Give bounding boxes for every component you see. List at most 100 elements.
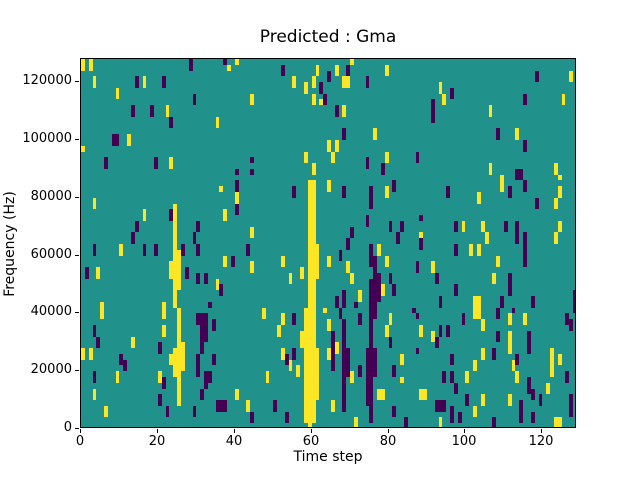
heatmap-cell-low	[369, 279, 373, 308]
heatmap-cell-high	[335, 342, 339, 354]
heatmap-cell-high	[477, 308, 481, 319]
x-tick-mark	[541, 429, 542, 433]
heatmap-cell-low	[235, 180, 239, 192]
heatmap-cell-low	[412, 308, 416, 313]
heatmap-cell-low	[496, 308, 500, 319]
heatmap-cell-low	[531, 389, 535, 400]
heatmap-cell-high	[81, 59, 85, 71]
x-tick-mark	[311, 429, 312, 433]
heatmap-cell-low	[439, 296, 442, 308]
heatmap-cell-high	[219, 186, 223, 192]
heatmap-cell-low	[404, 417, 408, 427]
heatmap-cell-low	[331, 331, 335, 371]
heatmap-cell-low	[515, 354, 519, 365]
heatmap-cell-high	[119, 244, 123, 256]
heatmap-cell-low	[162, 377, 166, 389]
heatmap-cell-high	[281, 313, 285, 325]
heatmap-cell-low	[439, 325, 442, 337]
y-tick-mark	[75, 428, 79, 429]
heatmap-cell-high	[558, 186, 562, 198]
heatmap-cell-high	[558, 354, 562, 365]
heatmap-cell-low	[281, 65, 285, 76]
heatmap-cell-high	[550, 348, 554, 377]
heatmap-cell-high	[250, 227, 254, 238]
heatmap-cell-high	[173, 348, 177, 377]
heatmap-cell-low	[531, 412, 535, 423]
heatmap-cell-low	[212, 319, 216, 331]
heatmap-cell-high	[296, 365, 300, 377]
heatmap-cell-low	[539, 394, 542, 406]
heatmap-cell-low	[204, 371, 208, 389]
heatmap-cell-high	[169, 354, 173, 365]
heatmap-cell-low	[112, 134, 116, 146]
heatmap-cell-low	[135, 76, 139, 88]
heatmap-cell-low	[131, 232, 135, 244]
heatmap-cell-low	[392, 365, 396, 377]
heatmap-cell-low	[381, 163, 385, 175]
heatmap-cell-low	[504, 221, 508, 232]
heatmap-cell-low	[162, 76, 166, 88]
heatmap-cell-low	[454, 221, 458, 232]
heatmap-cell-low	[573, 290, 575, 308]
heatmap-cell-high	[100, 302, 104, 308]
heatmap-cell-low	[523, 94, 527, 105]
heatmap-cell-low	[389, 273, 392, 284]
heatmap-cell-low	[158, 394, 162, 406]
heatmap-cell-high	[327, 348, 331, 360]
heatmap-cell-low	[185, 267, 189, 279]
heatmap-cell-low	[292, 313, 296, 325]
heatmap-cell-low	[169, 117, 173, 128]
heatmap-cell-high	[131, 337, 135, 348]
heatmap-cell-high	[331, 152, 335, 163]
heatmap-cell-low	[196, 354, 200, 377]
heatmap-cell-low	[465, 394, 469, 406]
heatmap-cell-low	[523, 180, 527, 192]
heatmap-cell-low	[373, 267, 377, 308]
x-tick-label: 60	[302, 434, 320, 449]
heatmap-cell-high	[473, 406, 477, 417]
heatmap-cell-high	[312, 180, 316, 308]
heatmap-cell-high	[246, 400, 250, 412]
heatmap-cell-high	[558, 175, 562, 180]
heatmap-cell-high	[442, 94, 446, 105]
heatmap-cell-high	[177, 250, 181, 290]
heatmap-cell-low	[392, 406, 396, 417]
heatmap-cell-low	[346, 348, 350, 377]
heatmap-cell-high	[116, 88, 119, 99]
heatmap-cell-low	[515, 221, 519, 232]
y-tick-mark	[75, 81, 79, 82]
heatmap-cell-high	[96, 267, 100, 279]
heatmap-cell-low	[189, 59, 193, 71]
heatmap-cell-high	[473, 360, 477, 371]
heatmap-cell-low	[373, 348, 377, 377]
heatmap-cell-high	[346, 261, 350, 273]
heatmap-cell-low	[419, 215, 423, 221]
y-tick-mark	[75, 312, 79, 313]
heatmap-cell-low	[450, 88, 454, 99]
heatmap-cell-high	[400, 377, 404, 383]
heatmap-cell-high	[477, 192, 481, 204]
heatmap-cell-low	[154, 157, 158, 169]
heatmap-cell-low	[569, 319, 573, 331]
heatmap-cell-low	[419, 238, 423, 250]
x-tick-label: 120	[528, 434, 554, 449]
heatmap-cell-low	[96, 337, 100, 348]
heatmap-cell-high	[93, 389, 96, 400]
heatmap-cell-low	[93, 325, 96, 337]
heatmap-cell-high	[289, 273, 292, 284]
heatmap-cell-high	[89, 59, 93, 71]
x-tick-mark	[234, 429, 235, 433]
heatmap-cell-low	[169, 209, 173, 221]
heatmap-cell-high	[342, 105, 346, 117]
heatmap-cell-high	[481, 319, 485, 331]
heatmap-cell-high	[477, 244, 481, 256]
heatmap-cell-low	[512, 308, 515, 313]
heatmap-cell-low	[250, 412, 254, 423]
heatmap-cell-high	[489, 105, 492, 117]
heatmap-cell-low	[327, 71, 331, 82]
heatmap-cell-low	[193, 94, 196, 105]
heatmap-cell-high	[569, 71, 573, 82]
heatmap-cell-high	[554, 163, 558, 175]
heatmap-cell-high	[331, 400, 335, 412]
y-tick-mark	[75, 139, 79, 140]
